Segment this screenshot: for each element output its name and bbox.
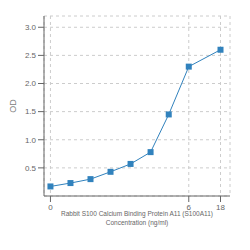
svg-text:2.5: 2.5 bbox=[25, 51, 37, 60]
svg-text:3.0: 3.0 bbox=[25, 23, 37, 32]
svg-text:18: 18 bbox=[216, 203, 225, 212]
svg-text:0.5: 0.5 bbox=[25, 164, 37, 173]
svg-text:2.0: 2.0 bbox=[25, 79, 37, 88]
svg-text:OD: OD bbox=[8, 99, 18, 113]
svg-text:1.0: 1.0 bbox=[25, 136, 37, 145]
svg-text:Rabbit S100 Calcium Binding Pr: Rabbit S100 Calcium Binding Protein A11 … bbox=[61, 210, 213, 227]
svg-text:6: 6 bbox=[187, 203, 192, 212]
svg-text:0: 0 bbox=[48, 203, 53, 212]
svg-text:1.5: 1.5 bbox=[25, 107, 37, 116]
